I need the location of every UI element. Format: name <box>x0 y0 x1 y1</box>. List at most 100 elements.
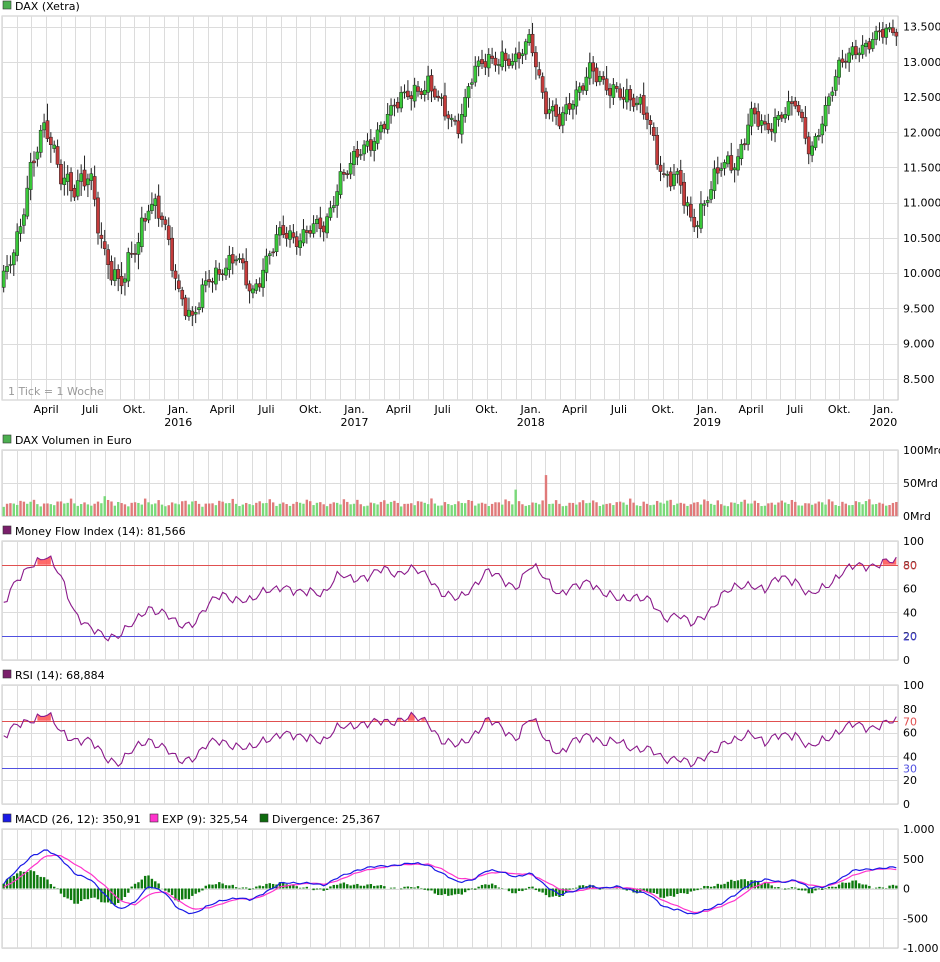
candle-up <box>302 230 305 243</box>
divergence-bar <box>87 889 89 900</box>
divergence-bar <box>541 889 543 893</box>
volume-bar <box>333 502 335 516</box>
volume-bar <box>717 500 719 516</box>
price-y-tick: 12.500 <box>903 91 940 104</box>
mfi-pane <box>2 541 898 660</box>
candle-down <box>679 170 682 185</box>
candle-up <box>400 92 403 108</box>
candle-up <box>467 86 470 97</box>
candle-down <box>346 174 349 175</box>
candle-up <box>824 105 827 126</box>
candle-up <box>871 39 874 48</box>
x-tick-year: 2020 <box>869 416 897 429</box>
candle-up <box>140 218 143 247</box>
candle-up <box>63 178 66 185</box>
divergence-bar <box>258 886 260 889</box>
candle-down <box>295 237 298 247</box>
divergence-bar <box>700 889 702 890</box>
volume-bar <box>595 502 597 516</box>
volume-bar <box>70 499 72 516</box>
volume-bar <box>50 504 52 516</box>
divergence-bar <box>875 888 877 889</box>
candle-down <box>504 53 507 60</box>
candle-up <box>450 118 453 119</box>
volume-bar <box>868 499 870 516</box>
candle-up <box>575 90 578 106</box>
divergence-bar <box>60 889 62 894</box>
candle-up <box>588 63 591 78</box>
divergence-legend-swatch <box>260 814 268 822</box>
volume-bar <box>481 503 483 516</box>
divergence-bar <box>390 888 392 889</box>
volume-bar <box>208 504 210 516</box>
candle-up <box>635 103 638 105</box>
divergence-bar <box>696 889 698 891</box>
divergence-bar <box>198 889 200 893</box>
divergence-bar <box>346 884 348 888</box>
volume-bar <box>464 503 466 516</box>
candle-up <box>278 228 281 236</box>
candle-up <box>2 271 5 287</box>
candle-up <box>747 125 750 144</box>
divergence-bar <box>366 884 368 888</box>
volume-bar <box>450 505 452 516</box>
candle-up <box>336 192 339 206</box>
divergence-bar <box>838 885 840 889</box>
volume-bar <box>339 504 341 516</box>
candle-down <box>517 53 520 59</box>
volume-bar <box>461 503 463 516</box>
volume-bar <box>221 502 223 516</box>
volume-bar <box>602 505 604 516</box>
divergence-bar <box>373 886 375 889</box>
volume-bar <box>26 504 28 516</box>
candle-down <box>211 281 214 282</box>
candle-up <box>339 171 342 194</box>
divergence-bar <box>66 889 68 899</box>
candle-up <box>699 204 702 229</box>
candle-up <box>123 279 126 282</box>
macd-legend-label: MACD (26, 12): 350,91 <box>15 813 141 826</box>
volume-bar <box>77 506 79 516</box>
mfi-y-tick: 100 <box>903 535 924 548</box>
volume-bar <box>555 500 557 516</box>
divergence-bar <box>322 889 324 891</box>
volume-bar <box>774 505 776 516</box>
volume-bar <box>885 506 887 516</box>
candle-down <box>416 87 419 92</box>
divergence-bar <box>461 889 463 895</box>
candle-down <box>292 233 295 238</box>
candle-up <box>733 168 736 170</box>
candle-up <box>255 284 258 291</box>
volume-bar <box>36 504 38 516</box>
divergence-bar <box>255 887 257 889</box>
x-tick-label: Jan. <box>520 403 541 416</box>
divergence-bar <box>242 887 244 888</box>
x-tick-label: Juli <box>433 403 450 416</box>
price-y-tick: 9.000 <box>903 338 935 351</box>
divergence-bar <box>653 889 655 893</box>
divergence-bar <box>238 888 240 889</box>
volume-bar <box>494 502 496 516</box>
divergence-bar <box>171 889 173 896</box>
volume-bar <box>592 500 594 516</box>
volume-bar <box>821 502 823 516</box>
volume-bar <box>572 503 574 516</box>
candle-down <box>174 271 177 278</box>
price-legend-swatch <box>3 1 11 9</box>
volume-bar <box>349 504 351 516</box>
volume-bar <box>13 504 15 516</box>
divergence-bar <box>740 879 742 888</box>
candle-down <box>433 89 436 97</box>
volume-bar <box>370 503 372 516</box>
candle-up <box>709 190 712 200</box>
volume-bar <box>316 503 318 516</box>
exp-legend-label: EXP (9): 325,54 <box>162 813 248 826</box>
volume-bar <box>514 490 516 516</box>
divergence-bar <box>400 889 402 890</box>
volume-bar <box>686 506 688 516</box>
candle-down <box>208 280 211 282</box>
candle-up <box>726 156 729 164</box>
volume-bar <box>83 502 85 516</box>
divergence-bar <box>248 889 250 890</box>
candle-down <box>96 198 99 233</box>
